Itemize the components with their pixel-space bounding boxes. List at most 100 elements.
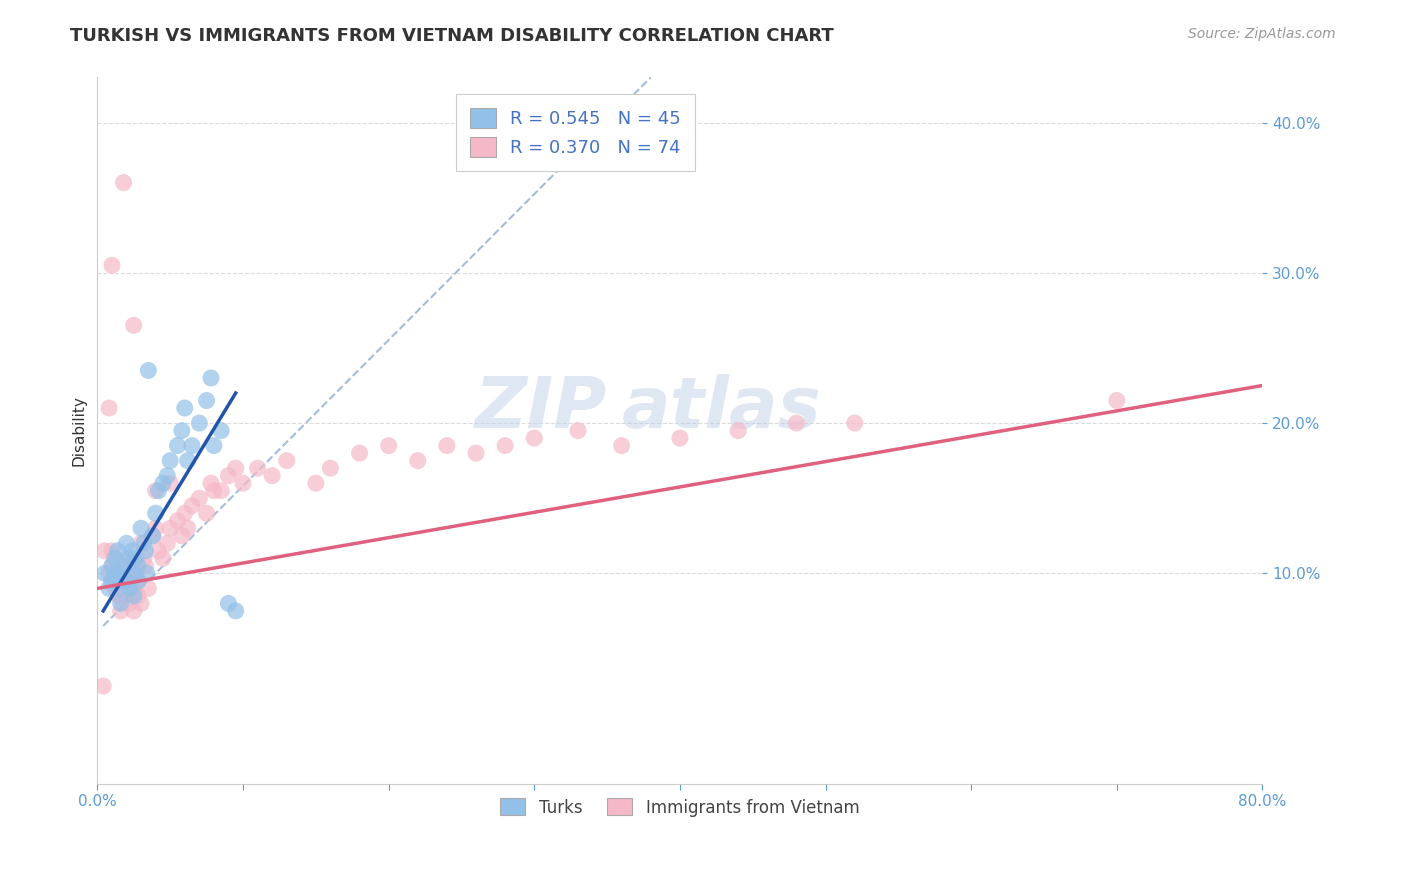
Point xyxy=(104,551,127,566)
Point xyxy=(170,424,193,438)
Point xyxy=(104,574,127,588)
Point xyxy=(108,589,131,603)
Point xyxy=(159,521,181,535)
Point xyxy=(107,543,129,558)
Point xyxy=(610,439,633,453)
Point xyxy=(101,574,124,588)
Point xyxy=(107,574,129,588)
Point xyxy=(145,483,167,498)
Point xyxy=(101,258,124,272)
Point xyxy=(127,589,149,603)
Point xyxy=(124,566,146,581)
Point xyxy=(567,424,589,438)
Point xyxy=(276,453,298,467)
Point xyxy=(142,529,165,543)
Point xyxy=(136,582,159,596)
Point xyxy=(129,596,152,610)
Point xyxy=(173,401,195,415)
Point xyxy=(112,176,135,190)
Point xyxy=(108,566,131,581)
Point xyxy=(246,461,269,475)
Text: atlas: atlas xyxy=(621,374,821,442)
Text: Source: ZipAtlas.com: Source: ZipAtlas.com xyxy=(1188,27,1336,41)
Point xyxy=(129,521,152,535)
Point xyxy=(104,582,127,596)
Point xyxy=(319,461,342,475)
Point xyxy=(115,574,138,588)
Point xyxy=(436,439,458,453)
Point xyxy=(122,566,145,581)
Point xyxy=(115,551,138,566)
Point xyxy=(127,558,149,573)
Point xyxy=(122,582,145,596)
Point xyxy=(727,424,749,438)
Point xyxy=(142,529,165,543)
Point xyxy=(148,543,170,558)
Point xyxy=(118,566,141,581)
Point xyxy=(202,439,225,453)
Point xyxy=(108,582,131,596)
Point xyxy=(134,558,156,573)
Legend: Turks, Immigrants from Vietnam: Turks, Immigrants from Vietnam xyxy=(492,790,868,825)
Point xyxy=(159,453,181,467)
Point xyxy=(200,371,222,385)
Point xyxy=(127,574,149,588)
Point xyxy=(101,558,124,573)
Point xyxy=(121,543,143,558)
Point xyxy=(188,491,211,506)
Point xyxy=(494,439,516,453)
Point xyxy=(209,424,232,438)
Point xyxy=(129,536,152,550)
Point xyxy=(112,566,135,581)
Point xyxy=(132,536,155,550)
Point xyxy=(217,468,239,483)
Point xyxy=(98,582,121,596)
Point xyxy=(232,476,254,491)
Point xyxy=(176,453,198,467)
Point xyxy=(112,558,135,573)
Point xyxy=(523,431,546,445)
Point xyxy=(195,506,218,520)
Point xyxy=(305,476,328,491)
Point xyxy=(118,596,141,610)
Point xyxy=(669,431,692,445)
Point xyxy=(377,439,399,453)
Point xyxy=(124,551,146,566)
Point xyxy=(110,604,132,618)
Point xyxy=(195,393,218,408)
Y-axis label: Disability: Disability xyxy=(72,395,86,466)
Point xyxy=(127,574,149,588)
Point xyxy=(217,596,239,610)
Point xyxy=(145,521,167,535)
Point xyxy=(98,401,121,415)
Point xyxy=(349,446,371,460)
Point xyxy=(785,416,807,430)
Point xyxy=(262,468,284,483)
Point xyxy=(173,506,195,520)
Point xyxy=(406,453,429,467)
Point xyxy=(166,439,188,453)
Point xyxy=(156,536,179,550)
Point xyxy=(465,446,488,460)
Text: ZIP: ZIP xyxy=(475,374,607,442)
Point xyxy=(98,566,121,581)
Point xyxy=(134,543,156,558)
Point xyxy=(135,566,157,581)
Point xyxy=(166,514,188,528)
Point xyxy=(101,543,124,558)
Point xyxy=(145,506,167,520)
Point xyxy=(115,574,138,588)
Point xyxy=(181,439,204,453)
Point xyxy=(209,483,232,498)
Point xyxy=(115,589,138,603)
Point xyxy=(136,363,159,377)
Point xyxy=(121,558,143,573)
Point xyxy=(202,483,225,498)
Point xyxy=(115,536,138,550)
Point xyxy=(112,574,135,588)
Point xyxy=(225,461,247,475)
Point xyxy=(152,551,174,566)
Point xyxy=(181,499,204,513)
Point xyxy=(188,416,211,430)
Point xyxy=(159,476,181,491)
